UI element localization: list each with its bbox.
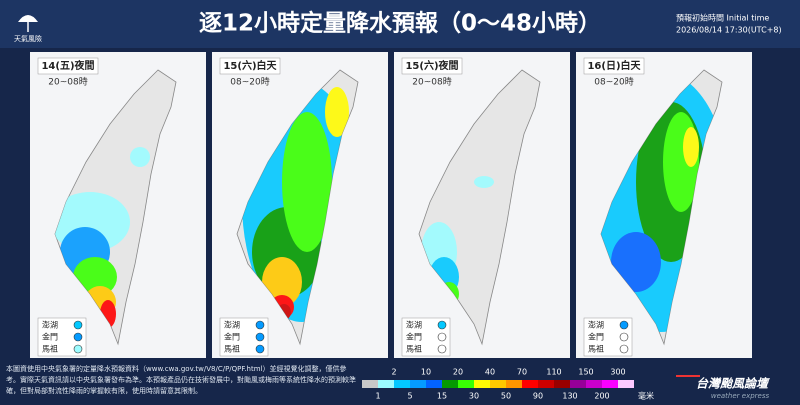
hour-range: 20~08時	[48, 77, 87, 88]
legend-lower-label: 15	[437, 392, 447, 401]
island-label: 金門	[588, 332, 604, 342]
legend-swatch	[586, 380, 602, 388]
day-label-bg	[401, 57, 463, 75]
day-label: 16(日)白天	[587, 59, 641, 72]
island-dot	[255, 320, 265, 330]
legend-swatch	[378, 380, 394, 388]
island-label: 馬祖	[406, 344, 422, 354]
legend-lower-label: 1	[375, 392, 380, 401]
brand-name: 台灣颱風論壇	[696, 377, 770, 391]
legend-swatch	[602, 380, 618, 388]
legend-lower-label: 50	[501, 392, 511, 401]
island-dot	[73, 320, 83, 330]
island-label: 澎湖	[406, 320, 422, 330]
legend-lower-label: 200	[594, 392, 609, 401]
rain-area	[683, 127, 699, 167]
island-dot	[73, 344, 83, 354]
island-dot	[437, 344, 447, 354]
legend-swatch	[538, 380, 554, 388]
rain-area	[130, 147, 150, 167]
legend-lower-label: 5	[407, 392, 412, 401]
day-label-bg	[219, 57, 281, 75]
legend-swatch	[426, 380, 442, 388]
island-label: 澎湖	[224, 320, 240, 330]
legend-lower-label: 90	[533, 392, 543, 401]
legend-swatch	[394, 380, 410, 388]
rain-area	[325, 87, 349, 137]
island-label: 金門	[406, 332, 422, 342]
island-dot	[619, 344, 629, 354]
island-label: 澎湖	[42, 320, 58, 330]
legend-swatch	[458, 380, 474, 388]
rain-area	[282, 112, 332, 252]
legend-swatch	[506, 380, 522, 388]
logo-text: 天氣風險	[14, 34, 42, 43]
legend-swatch	[554, 380, 570, 388]
legend-swatch	[618, 380, 634, 388]
title: 逐12小時定量降水預報（0～48小時）	[199, 10, 601, 37]
island-label: 馬祖	[224, 344, 240, 354]
island-label: 金門	[224, 332, 240, 342]
island-dot	[255, 332, 265, 342]
rain-area	[611, 232, 661, 292]
island-label: 馬祖	[42, 344, 58, 354]
day-label: 15(六)夜間	[405, 59, 458, 72]
hour-range: 08~20時	[594, 77, 633, 88]
legend-upper-label: 10	[421, 368, 431, 377]
day-label-bg	[583, 57, 645, 75]
legend-swatch	[410, 380, 426, 388]
rain-area	[474, 176, 494, 188]
island-label: 金門	[42, 332, 58, 342]
legend-unit: 毫米	[638, 391, 654, 401]
island-dot	[255, 344, 265, 354]
day-label-bg	[37, 57, 99, 75]
island-dot	[437, 320, 447, 330]
init-label: 預報初始時間 Initial time	[676, 13, 769, 23]
hour-range: 20~08時	[412, 77, 451, 88]
legend-upper-label: 110	[546, 368, 561, 377]
island-label: 澎湖	[588, 320, 604, 330]
legend-upper-label: 300	[610, 368, 625, 377]
legend-lower-label: 30	[469, 392, 479, 401]
legend-swatch	[522, 380, 538, 388]
legend-swatch	[442, 380, 458, 388]
legend-upper-label: 20	[453, 368, 463, 377]
day-label: 15(六)白天	[223, 59, 277, 72]
legend-upper-label: 150	[578, 368, 593, 377]
legend-swatch	[490, 380, 506, 388]
island-dot	[437, 332, 447, 342]
hour-range: 08~20時	[230, 77, 269, 88]
legend-lower-label: 130	[562, 392, 577, 401]
footnote: 本圖資使用中央氣象署的定量降水預報資料（www.cwa.gov.tw/V8/C/…	[6, 365, 356, 395]
legend-upper-label: 2	[391, 368, 396, 377]
legend-upper-label: 70	[517, 368, 527, 377]
brand-tagline: weather express	[711, 392, 770, 400]
island-label: 馬祖	[588, 344, 604, 354]
title-bar	[0, 0, 800, 48]
island-dot	[619, 320, 629, 330]
legend-swatch	[570, 380, 586, 388]
island-dot	[73, 332, 83, 342]
day-label: 14(五)夜間	[41, 59, 94, 72]
legend-swatch	[362, 380, 378, 388]
island-dot	[619, 332, 629, 342]
legend-swatch	[474, 380, 490, 388]
panels: 14(五)夜間20~08時澎湖金門馬祖15(六)白天08~20時澎湖金門馬祖15…	[30, 52, 752, 358]
init-time: 2026/08/14 17:30(UTC+8)	[676, 26, 782, 35]
logo: 天氣風險	[14, 15, 42, 43]
legend-upper-label: 40	[485, 368, 495, 377]
